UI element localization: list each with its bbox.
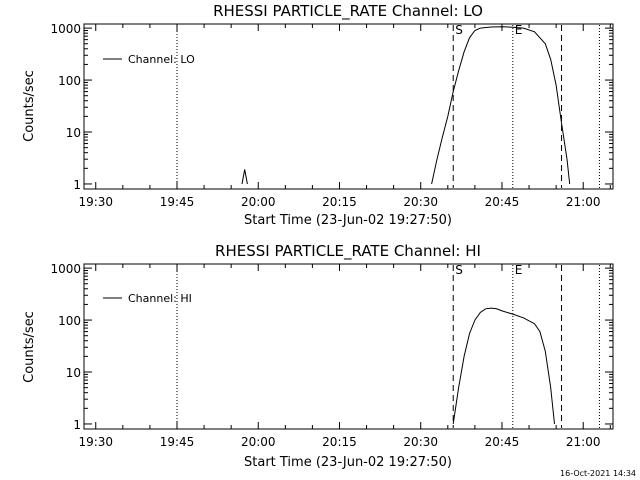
- event-marker-label: E: [515, 263, 523, 277]
- plot-frame: [83, 263, 614, 430]
- series-line: [431, 26, 571, 185]
- axis-ticks: 19:30 19:45 20:00 20:15 20:30 20:45 21:00 1 10 10…: [50, 22, 613, 209]
- y-axis-label: Counts/sec: [22, 70, 37, 142]
- x-axis-label: Start Time (23-Jun-02 19:27:50): [244, 455, 452, 470]
- x-tick-label: 19:30: [78, 195, 113, 209]
- event-marker-label: E: [515, 23, 523, 37]
- y-tick-label: 1000: [50, 22, 81, 36]
- x-tick-label: 21:00: [566, 435, 601, 449]
- series-line: [452, 307, 555, 425]
- y-tick-label: 10: [66, 126, 81, 140]
- y-tick-label: 100: [58, 74, 81, 88]
- x-axis-label: Start Time (23-Jun-02 19:27:50): [244, 213, 452, 228]
- x-tick-label: 20:45: [485, 435, 520, 449]
- axis-ticks: 19:30 19:45 20:00 20:15 20:30 20:45 21:00 1 10 10…: [50, 262, 613, 449]
- x-tick-label: 19:45: [160, 195, 195, 209]
- y-tick-label: 1000: [50, 262, 81, 276]
- panel-lo: RHESSI PARTICLE_RATE Channel: LO Counts/…: [22, 2, 614, 228]
- event-marker-label: S: [455, 263, 463, 277]
- panel-hi: RHESSI PARTICLE_RATE Channel: HI Counts/…: [22, 242, 614, 470]
- series-line: [241, 169, 248, 185]
- y-axis-label: Counts/sec: [22, 311, 37, 383]
- x-tick-label: 20:15: [322, 195, 357, 209]
- x-tick-label: 21:00: [566, 195, 601, 209]
- x-tick-label: 19:30: [78, 435, 113, 449]
- event-marker-label: S: [455, 23, 463, 37]
- y-tick-label: 1: [73, 418, 81, 432]
- chart-title: RHESSI PARTICLE_RATE Channel: HI: [215, 242, 481, 261]
- x-tick-label: 20:45: [485, 195, 520, 209]
- x-tick-label: 20:30: [403, 195, 438, 209]
- y-tick-label: 1: [73, 178, 81, 192]
- series-layer: [241, 26, 571, 185]
- x-tick-label: 19:45: [160, 435, 195, 449]
- x-tick-label: 20:00: [241, 195, 276, 209]
- chart-title: RHESSI PARTICLE_RATE Channel: LO: [213, 2, 483, 21]
- timestamp: 16-Oct-2021 14:34: [560, 469, 636, 478]
- x-tick-label: 20:00: [241, 435, 276, 449]
- legend-label: Channel: HI: [128, 292, 192, 305]
- y-tick-label: 100: [58, 314, 81, 328]
- y-tick-label: 10: [66, 366, 81, 380]
- series-layer: [452, 307, 555, 425]
- x-tick-label: 20:30: [403, 435, 438, 449]
- legend-label: Channel: LO: [128, 53, 195, 66]
- x-tick-label: 20:15: [322, 435, 357, 449]
- plot-frame: [83, 23, 614, 190]
